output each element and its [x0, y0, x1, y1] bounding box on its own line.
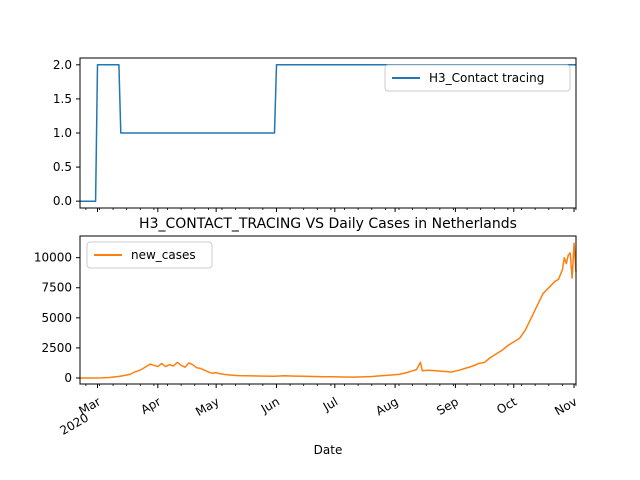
legend-1-box	[384, 64, 571, 92]
subplot-1-x-ticks	[85, 208, 577, 212]
y-tick-label: 10000	[34, 251, 72, 265]
legend-2: new_cases	[86, 241, 213, 269]
y-tick-label: 1.5	[53, 92, 72, 106]
x-axis-label: Date	[314, 443, 343, 457]
y-tick-label: 0.5	[53, 160, 72, 174]
contact-tracing-series	[80, 64, 576, 202]
series-line-1-0	[80, 242, 577, 379]
chart-title: H3_CONTACT_TRACING VS Daily Cases in Net…	[139, 216, 517, 232]
y-tick-label: 7500	[41, 281, 72, 295]
y-tick-label: 0	[64, 371, 72, 385]
subplot-1-y-ticks: 0.0 0.5 1.0 1.5 2.0	[53, 58, 80, 208]
subplot-2-frame	[79, 235, 577, 385]
legend-1: H3_Contact tracing	[384, 64, 571, 92]
subplot-contact-tracing: 0.0 0.5 1.0 1.5 2.0 H3_Contact tracing	[53, 57, 577, 212]
y-tick-label: 5000	[41, 311, 72, 325]
x-tick-label: Jul	[320, 394, 340, 414]
subplot-2-y-ticks: 0 2500 5000 7500 10000	[34, 251, 80, 385]
new-cases-series	[80, 242, 577, 379]
y-tick-label: 1.0	[53, 126, 72, 140]
y-tick-label: 2500	[41, 341, 72, 355]
y-tick-label: 2.0	[53, 58, 72, 72]
legend-1-label: H3_Contact tracing	[429, 71, 544, 85]
legend-2-box	[86, 241, 213, 269]
y-tick-label: 0.0	[53, 194, 72, 208]
legend-2-label: new_cases	[131, 248, 196, 262]
series-line-0-0	[80, 64, 576, 202]
